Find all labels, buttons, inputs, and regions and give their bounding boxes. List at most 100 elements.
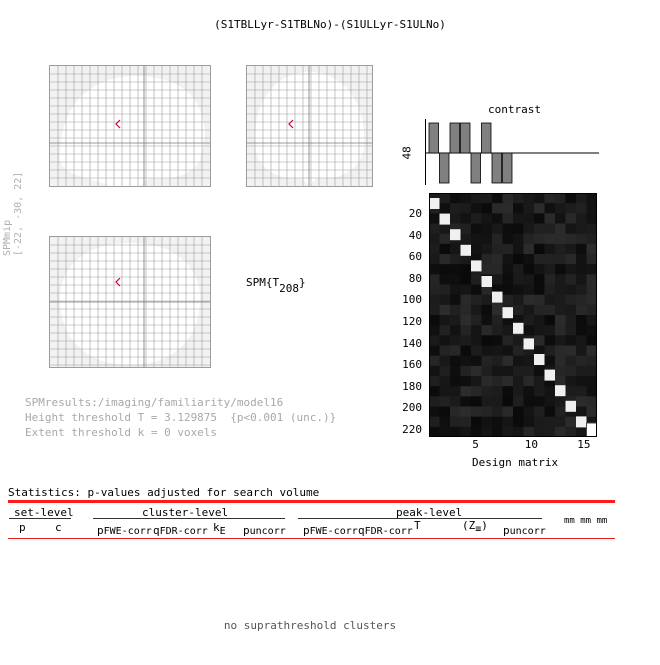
- design-matrix-cell: [534, 223, 545, 235]
- design-matrix-cell: [586, 304, 597, 316]
- design-matrix-cell: [523, 406, 535, 418]
- design-matrix-cell: [502, 396, 514, 407]
- peak-level-underline: [298, 518, 542, 519]
- design-matrix-cell: [450, 223, 461, 235]
- design-matrix-cell: [534, 406, 545, 418]
- contrast-plot: [425, 119, 599, 185]
- design-matrix-y-tick: 20: [408, 207, 422, 220]
- design-matrix-cell: [586, 406, 597, 418]
- design-matrix-cell: [450, 365, 461, 377]
- peak-level-heading: peak-level: [396, 506, 463, 519]
- design-matrix-cell: [513, 426, 524, 437]
- design-matrix-cell: [429, 325, 440, 336]
- col-peak-t: T: [414, 519, 421, 532]
- design-matrix-cell: [523, 274, 535, 285]
- design-matrix-cell: [492, 325, 503, 336]
- design-matrix-cell: [471, 223, 482, 235]
- design-matrix-cell: [534, 193, 545, 204]
- design-matrix-cell: [544, 426, 556, 437]
- design-matrix-cell: [586, 233, 597, 245]
- design-matrix-cell: [439, 386, 451, 397]
- design-matrix-cell: [586, 264, 597, 275]
- design-matrix-cell: [523, 213, 535, 224]
- design-matrix-cell: [544, 416, 556, 428]
- design-matrix-cell: [576, 254, 587, 265]
- design-matrix-cell: [492, 203, 503, 214]
- design-matrix-cell: [565, 315, 577, 326]
- design-matrix-cell: [450, 254, 461, 265]
- design-matrix-cell: [565, 376, 577, 387]
- design-matrix-cell: [513, 294, 524, 306]
- design-matrix-cell: [492, 345, 503, 357]
- design-matrix-cell: [576, 274, 587, 285]
- design-matrix-cell: [544, 376, 556, 387]
- design-matrix-cell: [513, 315, 524, 326]
- design-matrix-cell: [565, 193, 577, 204]
- col-peak-qfdr: qFDR-corr: [358, 524, 413, 537]
- design-matrix-cell: [565, 335, 577, 346]
- design-matrix-cell: [429, 345, 440, 357]
- contrast-title: (S1TBLLyr-S1TBLNo)-(S1ULLyr-S1ULNo): [214, 18, 446, 31]
- design-matrix-cell: [429, 386, 440, 397]
- design-matrix-cell: [555, 315, 566, 326]
- design-matrix-cell: [513, 254, 524, 265]
- design-matrix-cell: [460, 386, 472, 397]
- design-matrix-cell: [586, 355, 597, 367]
- col-peak-z: (Z≡): [462, 519, 488, 536]
- design-matrix-diagonal-cell: [471, 260, 482, 272]
- spmmip-label: SPMmip [-22, -30, 22]: [2, 170, 24, 260]
- design-matrix-cell: [576, 193, 587, 204]
- design-matrix-cell: [544, 315, 556, 326]
- design-matrix-cell: [565, 284, 577, 296]
- col-set-c: c: [55, 521, 62, 534]
- extent-threshold: Extent threshold k = 0 voxels: [25, 426, 218, 439]
- design-matrix-cell: [534, 284, 545, 296]
- design-matrix-cell: [576, 325, 587, 336]
- design-matrix-cell: [513, 193, 524, 204]
- design-matrix-cell: [492, 254, 503, 265]
- design-matrix-cell: [565, 243, 577, 255]
- design-matrix-cell: [460, 264, 472, 275]
- design-matrix[interactable]: [429, 193, 597, 437]
- col-set-p: p: [19, 521, 26, 534]
- design-matrix-cell: [534, 386, 545, 397]
- design-matrix-cell: [586, 335, 597, 346]
- design-matrix-cell: [534, 426, 545, 437]
- design-matrix-cell: [460, 233, 472, 245]
- cluster-level-underline: [93, 518, 285, 519]
- design-matrix-cell: [586, 223, 597, 235]
- design-matrix-cell: [576, 345, 587, 357]
- glass-brain-axial[interactable]: [49, 236, 211, 368]
- design-matrix-cell: [481, 426, 493, 437]
- design-matrix-cell: [523, 355, 535, 367]
- design-matrix-cell: [492, 223, 503, 235]
- glass-brain-sagittal[interactable]: [49, 65, 211, 187]
- design-matrix-cell: [460, 426, 472, 437]
- design-matrix-cell: [534, 274, 545, 285]
- design-matrix-cell: [555, 254, 566, 265]
- design-matrix-cell: [513, 223, 524, 235]
- design-matrix-cell: [460, 254, 472, 265]
- spm-statistic-label: SPM{T208}: [246, 276, 306, 295]
- design-matrix-cell: [439, 355, 451, 367]
- contrast-bar: [502, 152, 513, 184]
- design-matrix-cell: [565, 355, 577, 367]
- design-matrix-diagonal-cell: [523, 338, 534, 350]
- design-matrix-cell: [502, 284, 514, 296]
- results-path: SPMresults:/imaging/familiarity/model16: [25, 396, 284, 409]
- design-matrix-cell: [492, 365, 503, 377]
- design-matrix-cell: [492, 426, 503, 437]
- design-matrix-cell: [586, 386, 597, 397]
- design-matrix-y-tick: 100: [402, 293, 422, 307]
- design-matrix-cell: [481, 233, 493, 245]
- design-matrix-cell: [555, 233, 566, 245]
- design-matrix-cell: [460, 345, 472, 357]
- col-peak-pfwe: pFWE-corr: [303, 524, 358, 537]
- design-matrix-cell: [555, 264, 566, 275]
- design-matrix-cell: [450, 203, 461, 214]
- design-matrix-cell: [523, 365, 535, 377]
- design-matrix-cell: [450, 243, 461, 255]
- design-matrix-cell: [471, 304, 482, 316]
- glass-brain-coronal[interactable]: [246, 65, 373, 187]
- design-matrix-cell: [544, 284, 556, 296]
